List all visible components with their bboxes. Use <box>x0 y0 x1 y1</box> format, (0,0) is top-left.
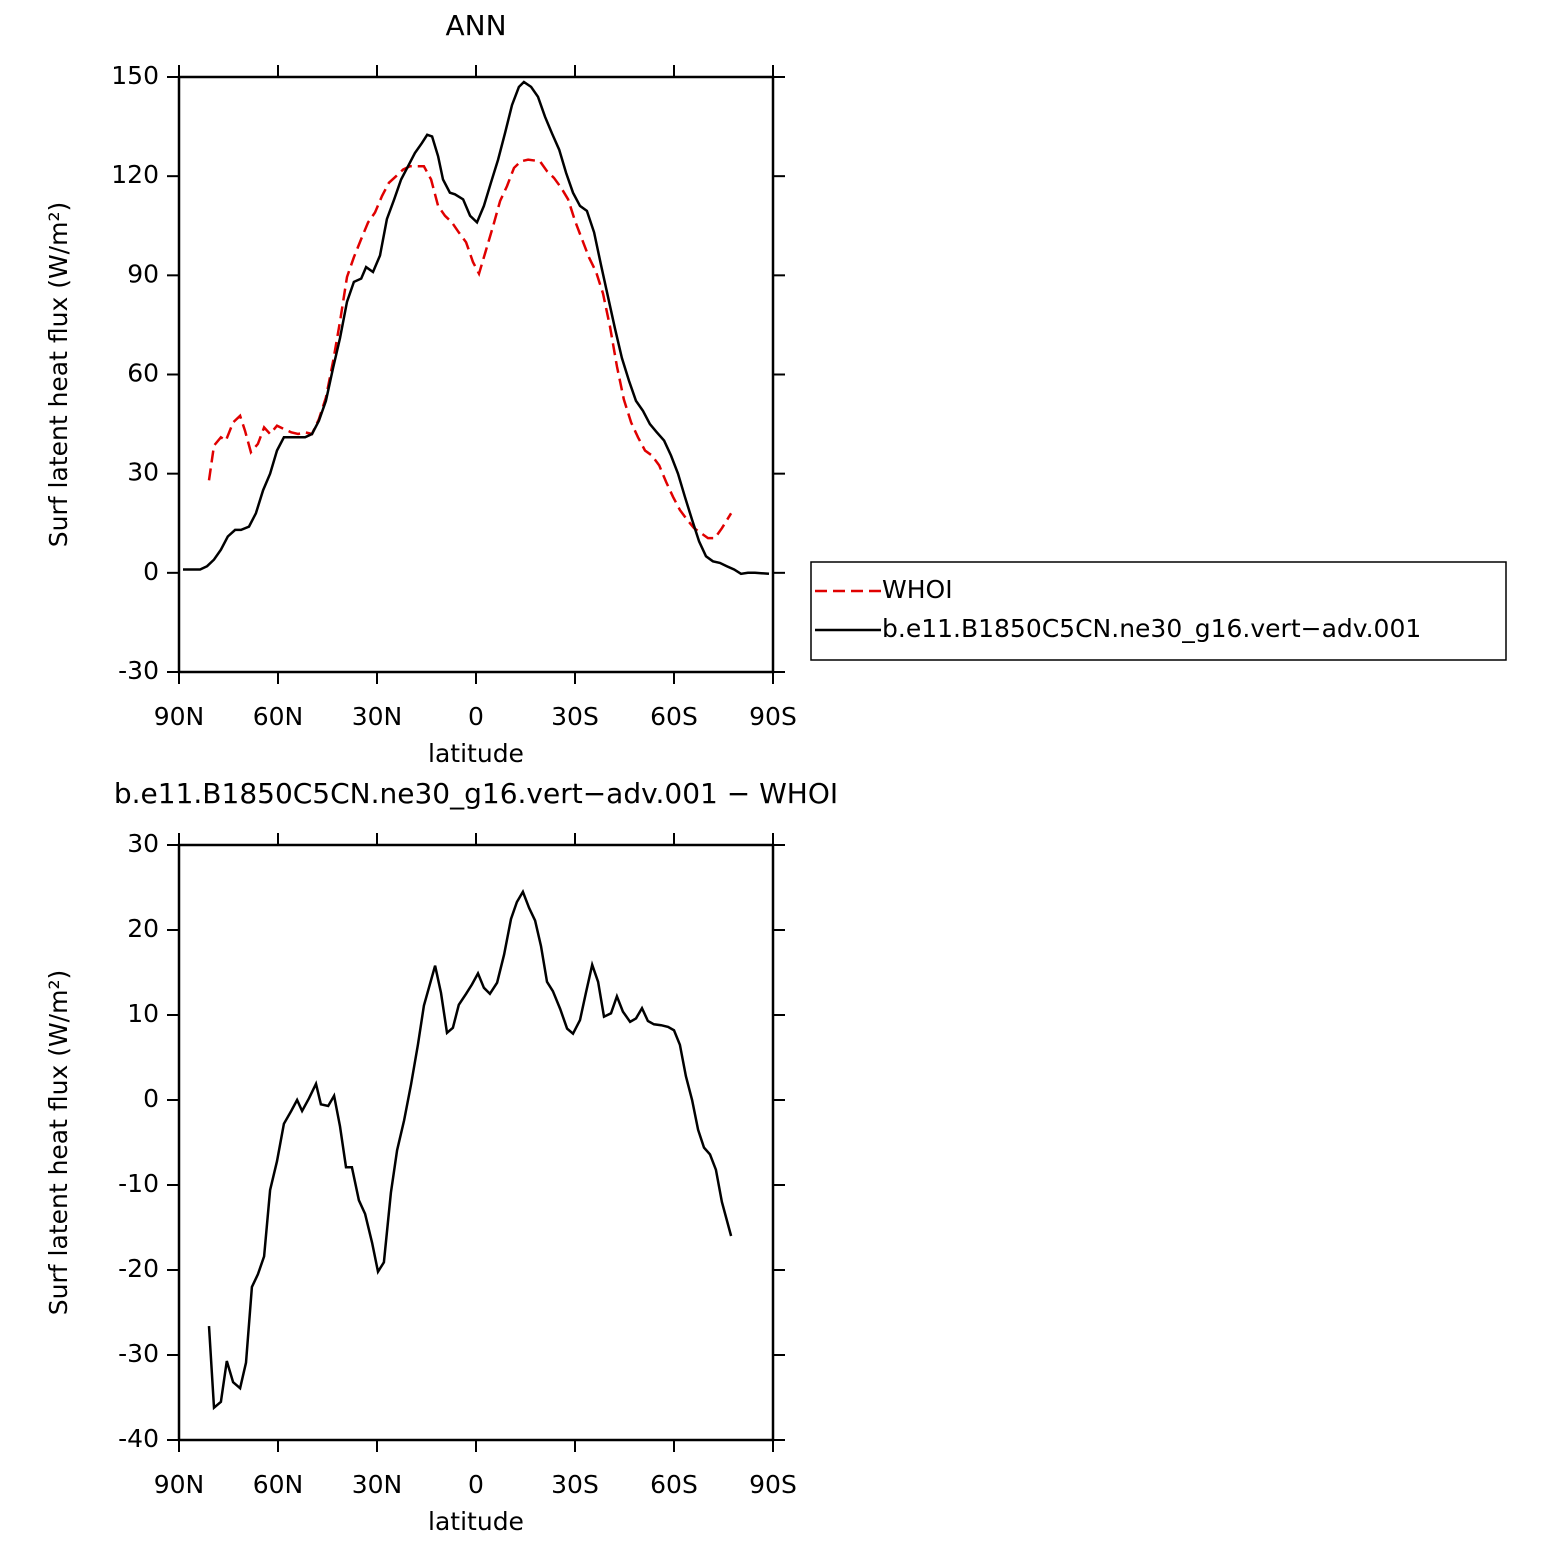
chart-title: b.e11.B1850C5CN.ne30_g16.vert−adv.001 − … <box>114 777 838 810</box>
y-tick-label: 10 <box>127 999 159 1028</box>
data-line <box>183 80 770 576</box>
x-tick-label: 60S <box>650 702 698 731</box>
x-tick-label: 0 <box>468 1470 484 1499</box>
y-tick-label: 60 <box>127 359 159 388</box>
x-tick-label: 90N <box>154 1470 205 1499</box>
y-tick-label: 150 <box>111 61 159 90</box>
y-tick-label: 30 <box>127 458 159 487</box>
y-tick-label: -30 <box>118 1339 159 1368</box>
legend-box <box>810 561 1507 661</box>
x-tick-label: 30N <box>352 702 403 731</box>
x-tick-label: 30S <box>551 702 599 731</box>
data-line <box>207 888 733 1411</box>
data-line <box>207 158 733 540</box>
x-tick-label: 30S <box>551 1470 599 1499</box>
y-tick-label: 30 <box>127 829 159 858</box>
y-axis-label: Surf latent heat flux (W/m²) <box>44 202 73 547</box>
x-tick-label: 30N <box>352 1470 403 1499</box>
legend-label: WHOI <box>882 575 953 604</box>
plot-frame <box>177 843 775 1442</box>
x-tick-label: 60S <box>650 1470 698 1499</box>
y-tick-label: -40 <box>118 1424 159 1453</box>
y-tick-label: 0 <box>143 557 159 586</box>
x-tick-label: 90S <box>749 702 797 731</box>
legend-label: b.e11.B1850C5CN.ne30_g16.vert−adv.001 <box>882 614 1421 643</box>
x-axis-label: latitude <box>428 1507 524 1536</box>
x-tick-label: 90S <box>749 1470 797 1499</box>
x-tick-label: 90N <box>154 702 205 731</box>
x-tick-label: 0 <box>468 702 484 731</box>
x-axis-label: latitude <box>428 739 524 768</box>
y-tick-label: 90 <box>127 259 159 288</box>
x-tick-label: 60N <box>253 702 304 731</box>
y-tick-label: 0 <box>143 1084 159 1113</box>
x-tick-label: 60N <box>253 1470 304 1499</box>
y-tick-label: -20 <box>118 1254 159 1283</box>
chart-title: ANN <box>445 9 506 42</box>
y-tick-label: 120 <box>111 160 159 189</box>
y-axis-label: Surf latent heat flux (W/m²) <box>44 970 73 1315</box>
y-tick-label: -10 <box>118 1169 159 1198</box>
plot-frame <box>177 75 775 674</box>
y-tick-label: 20 <box>127 914 159 943</box>
y-tick-label: -30 <box>118 656 159 685</box>
